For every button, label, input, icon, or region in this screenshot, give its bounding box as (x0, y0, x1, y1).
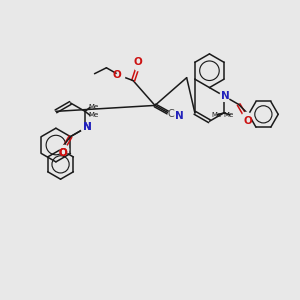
Text: N: N (83, 122, 92, 132)
Text: O: O (58, 148, 67, 158)
Text: O: O (58, 148, 67, 158)
Text: C: C (167, 109, 174, 119)
Text: O: O (113, 70, 122, 80)
Text: O: O (134, 57, 142, 67)
Text: Me: Me (88, 112, 98, 118)
Text: N: N (83, 122, 92, 132)
Text: Me: Me (211, 112, 221, 118)
Text: Me: Me (224, 112, 234, 118)
Text: N: N (175, 111, 184, 121)
Text: Me: Me (88, 104, 98, 110)
Text: O: O (243, 116, 252, 126)
Text: N: N (220, 91, 230, 101)
